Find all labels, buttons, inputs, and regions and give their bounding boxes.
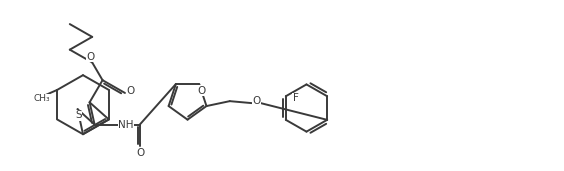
Text: O: O (136, 148, 145, 158)
Text: O: O (253, 96, 261, 106)
Text: S: S (75, 110, 82, 120)
Text: F: F (293, 93, 299, 103)
Text: CH₃: CH₃ (33, 94, 50, 103)
Text: O: O (127, 86, 135, 96)
Text: O: O (86, 51, 94, 62)
Text: NH: NH (118, 120, 134, 130)
Text: O: O (197, 86, 205, 96)
